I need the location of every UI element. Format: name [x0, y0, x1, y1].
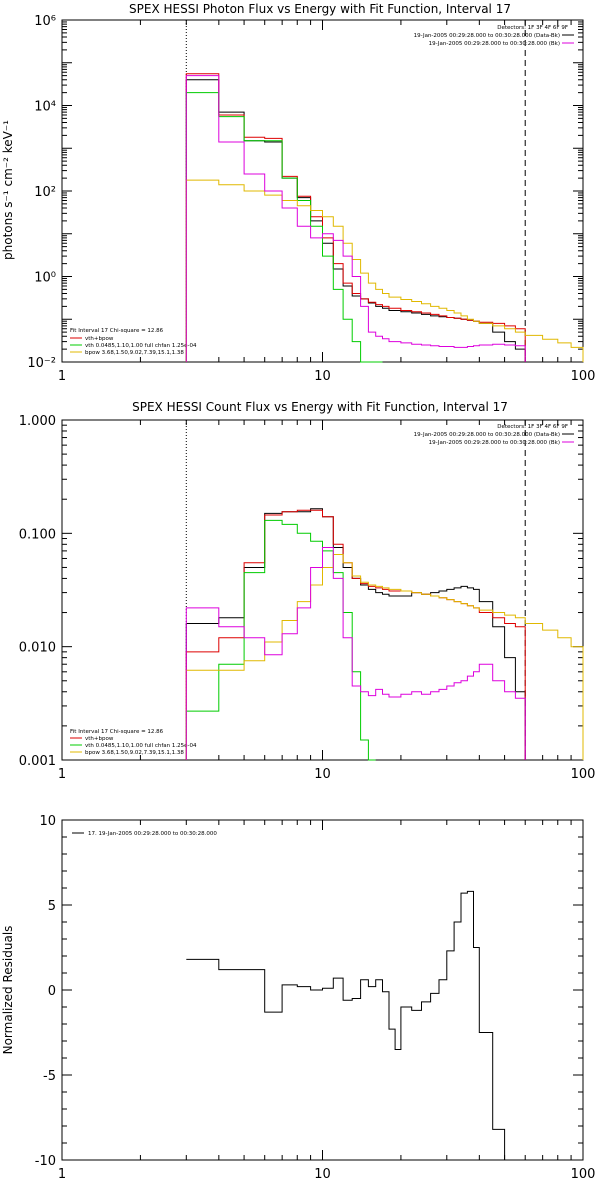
series-total-line	[186, 890, 516, 1161]
x-tick-label: 10	[314, 767, 331, 782]
x-tick-label: 1	[58, 369, 66, 384]
series-bpow-line	[185, 179, 584, 362]
x-tick-label: 1	[58, 1167, 66, 1182]
photon-flux-legend-detectors: Detectors: 1F 3F 4F 6F 9F	[497, 25, 568, 31]
y-tick-label: 0.001	[19, 754, 56, 769]
photon-flux-legend-bk: 19-Jan-2005 00:29:28.000 to 00:30:28.000…	[429, 41, 560, 47]
y-tick-label: 10⁻²	[27, 356, 56, 371]
series-bkg-line	[185, 75, 526, 362]
photon-flux-title: SPEX HESSI Photon Flux vs Energy with Fi…	[129, 2, 511, 16]
x-tick-label: 100	[571, 1167, 596, 1182]
y-tick-label: 0.100	[19, 527, 56, 542]
count-flux-fit-bpow-label: bpow 3.68,1.50,9.02,7.39,15.1,1.38	[85, 750, 184, 756]
y-tick-label: 10⁴	[34, 100, 56, 115]
series-bkg-line	[185, 547, 526, 760]
y-tick-label: 10⁶	[34, 14, 56, 29]
y-tick-label: -10	[35, 1154, 56, 1169]
count-flux-legend-bk: 19-Jan-2005 00:29:28.000 to 00:30:28.000…	[429, 440, 560, 446]
photon-flux-legend-data: 19-Jan-2005 00:29:28.000 to 00:30:28.000…	[414, 33, 560, 39]
photon-flux-fit-info: Fit Interval 17 Chi-square = 12.86	[70, 328, 164, 334]
x-tick-label: 1	[58, 767, 66, 782]
x-tick-label: 10	[314, 1167, 331, 1182]
y-tick-label: 10²	[34, 185, 56, 200]
y-tick-label: 0	[48, 984, 56, 999]
count-flux-fit-sum-label: vth+bpow	[85, 736, 114, 742]
series-vth-line	[185, 92, 383, 363]
count-flux-legend-data: 19-Jan-2005 00:29:28.000 to 00:30:28.000…	[414, 432, 560, 438]
x-tick-label: 100	[571, 767, 596, 782]
photon-flux-fit-sum-label: vth+bpow	[85, 336, 114, 342]
photon-flux-fit-vth-label: vth 0.0485,1.10,1.00 full chfan 1.25e-04	[85, 343, 197, 349]
residuals-ylabel: Normalized Residuals	[1, 926, 15, 1055]
y-tick-label: 1.000	[19, 414, 56, 429]
y-tick-label: -5	[43, 1069, 56, 1084]
photon-flux-panel: SPEX HESSI Photon Flux vs Energy with Fi…	[1, 2, 595, 384]
y-tick-label: 0.010	[19, 641, 56, 656]
count-flux-legend-detectors: Detectors: 1F 3F 4F 6F 9F	[497, 424, 568, 430]
y-tick-label: 5	[48, 899, 56, 914]
count-flux-fit-vth-label: vth 0.0485,1.10,1.00 full chfan 1.25e-04	[85, 743, 197, 749]
residuals-legend-label: 17. 19-Jan-2005 00:29:28.000 to 00:30:28…	[88, 831, 217, 837]
count-flux-fit-info: Fit Interval 17 Chi-square = 12.86	[70, 729, 164, 735]
count-flux-title: SPEX HESSI Count Flux vs Energy with Fit…	[132, 400, 508, 414]
photon-flux-fit-bpow-label: bpow 3.68,1.50,9.02,7.39,15.1,1.38	[85, 350, 184, 356]
count-flux-panel: SPEX HESSI Count Flux vs Energy with Fit…	[19, 400, 596, 782]
y-tick-label: 10⁰	[34, 271, 56, 286]
y-tick-label: 10	[39, 814, 56, 829]
x-tick-label: 10	[314, 369, 331, 384]
residuals-panel: Normalized Residuals 17. 19-Jan-2005 00:…	[1, 814, 595, 1182]
x-tick-label: 100	[571, 369, 596, 384]
photon-flux-ylabel: photons s⁻¹ cm⁻² keV⁻¹	[1, 120, 15, 260]
